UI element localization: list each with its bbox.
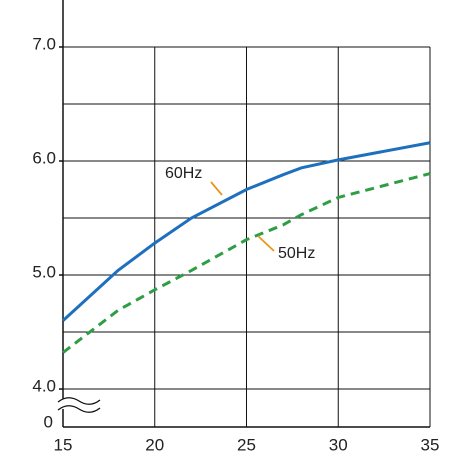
x-tick-label: 30 xyxy=(329,435,348,454)
x-tick-label: 35 xyxy=(421,435,440,454)
line-series xyxy=(61,141,431,322)
y-tick-label: 4.0 xyxy=(32,377,56,396)
y-tick-label: 6.0 xyxy=(32,148,56,167)
axis-break xyxy=(57,397,101,405)
axis-break-gap xyxy=(60,399,66,409)
y-break-label: 0 xyxy=(44,412,53,431)
leader-line xyxy=(210,181,223,196)
x-tick-label: 15 xyxy=(54,435,73,454)
y-tick-label: 7.0 xyxy=(32,34,56,53)
line-series xyxy=(62,172,431,354)
x-tick-label: 20 xyxy=(145,435,164,454)
series-label: 50Hz xyxy=(278,245,315,262)
x-tick-label: 25 xyxy=(237,435,256,454)
series-label: 60Hz xyxy=(165,165,202,182)
y-tick-label: 5.0 xyxy=(32,262,56,281)
leader-line xyxy=(257,235,275,252)
axis-break xyxy=(57,405,101,413)
